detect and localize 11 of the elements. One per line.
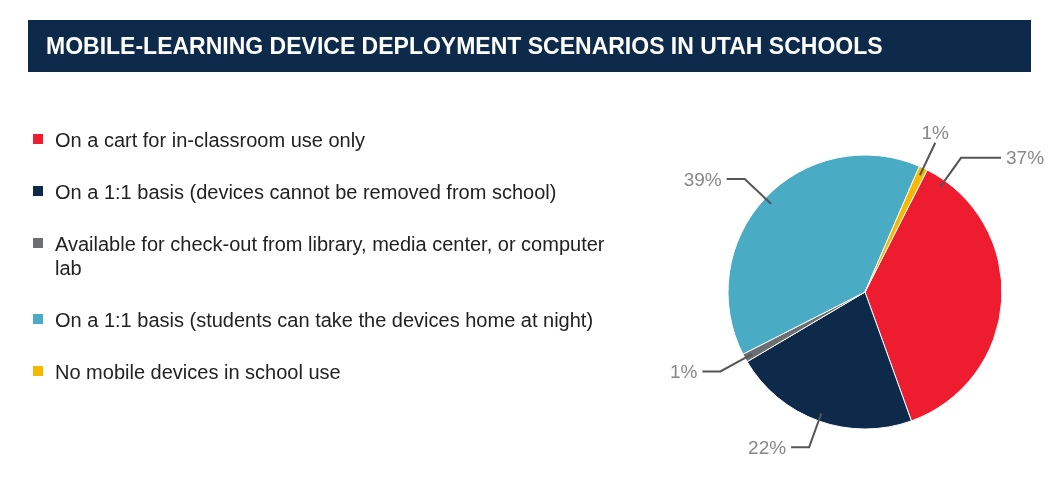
data-label: 1% bbox=[921, 121, 950, 143]
legend-label: On a 1:1 basis (devices cannot be removed from school) bbox=[55, 181, 557, 203]
legend-label: No mobile devices in school use bbox=[55, 361, 341, 383]
legend-label: On a cart for in-classroom use only bbox=[55, 129, 366, 151]
legend-label: On a 1:1 basis (students can take the devices home at night) bbox=[55, 309, 594, 331]
data-label: 1% bbox=[669, 361, 698, 383]
data-label: 37% bbox=[1006, 147, 1045, 169]
chart-title: MOBILE-LEARNING DEVICE DEPLOYMENT SCENARIOS IN UTAH SCHOOLS bbox=[46, 33, 883, 60]
legend-label: Available for check-out from library, media center, or computer lab bbox=[55, 233, 605, 279]
data-label: 39% bbox=[683, 168, 722, 190]
data-label: 22% bbox=[748, 436, 787, 458]
